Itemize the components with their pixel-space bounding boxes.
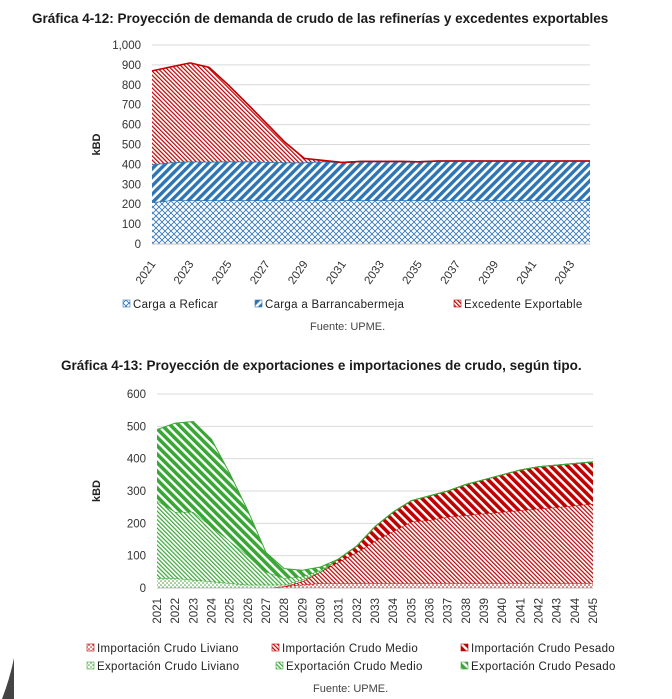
legend-swatch xyxy=(86,643,95,652)
legend-swatch xyxy=(460,643,469,652)
y-tick-label: 700 xyxy=(122,100,141,112)
x-tick-label: 2025 xyxy=(225,598,237,624)
x-tick-label: 2039 xyxy=(477,259,502,287)
x-tick-label: 2024 xyxy=(207,597,219,623)
x-tick-label: 2038 xyxy=(461,598,473,624)
y-tick-label: 300 xyxy=(122,179,141,191)
y-tick-label: 200 xyxy=(122,199,141,211)
chart1-svg: 0 100 200 300 400 500 600 700 800 900 1,000 2021 202… xyxy=(91,40,590,311)
area-series-5 xyxy=(157,461,593,585)
area-series-3 xyxy=(157,461,593,588)
y-axis-label: kBD xyxy=(91,480,103,502)
legend-swatch xyxy=(122,299,131,308)
legend-swatch xyxy=(271,643,280,652)
y-tick-label: 0 xyxy=(135,239,141,251)
area-series-2 xyxy=(157,503,593,588)
x-tick-label: 2031 xyxy=(334,598,346,624)
x-tick-label: 2034 xyxy=(388,597,400,623)
legend-swatch xyxy=(275,661,284,670)
x-tick-label: 2040 xyxy=(497,598,509,624)
y-tick-label: 500 xyxy=(127,421,146,433)
y-tick-label: 600 xyxy=(122,120,141,132)
y-tick-label: 500 xyxy=(122,140,141,152)
legend-swatch xyxy=(453,299,462,308)
legend-label: Carga a Barrancabermeja xyxy=(265,299,405,311)
chart2-svg: 0 100 200 300 400 500 600 2021 2022 2023 2024 2025 2… xyxy=(86,389,616,673)
legend-label: Excedente Exportable xyxy=(464,299,583,311)
x-tick-label: 2033 xyxy=(370,598,382,624)
legend-label: Importación Crudo Medio xyxy=(282,643,418,655)
legend-label: Exportación Crudo Liviano xyxy=(97,661,239,673)
area-edge-series-3 xyxy=(151,62,590,164)
x-tick-label: 2023 xyxy=(172,259,197,287)
legend-label: Importación Crudo Pesado xyxy=(471,643,615,655)
y-tick-label: 0 xyxy=(140,583,146,595)
chart1-source: Fuente: UPME. xyxy=(310,321,386,333)
x-tick-label: 2044 xyxy=(570,597,582,623)
y-tick-label: 600 xyxy=(127,389,146,401)
x-tick-label: 2022 xyxy=(170,598,182,624)
y-tick-label: 200 xyxy=(127,518,146,530)
area-edge-series-6 xyxy=(156,420,594,571)
y-tick-label: 300 xyxy=(127,486,146,498)
x-tick-label: 2035 xyxy=(406,598,418,624)
x-tick-label: 2043 xyxy=(552,598,564,624)
legend-swatch xyxy=(86,661,95,670)
chart2-source: Fuente: UPME. xyxy=(313,683,389,695)
y-tick-label: 1,000 xyxy=(112,40,141,52)
x-tick-label: 2026 xyxy=(243,598,255,624)
x-tick-label: 2028 xyxy=(279,598,291,624)
x-tick-label: 2027 xyxy=(261,598,273,624)
x-tick-label: 2029 xyxy=(297,598,309,624)
area-series-3 xyxy=(152,62,590,165)
y-tick-label: 400 xyxy=(127,454,146,466)
area-series-6 xyxy=(157,421,593,579)
x-tick-label: 2021 xyxy=(134,259,159,287)
x-tick-label: 2035 xyxy=(401,259,426,287)
legend-swatch xyxy=(254,299,263,308)
x-tick-label: 2045 xyxy=(588,598,600,624)
x-tick-label: 2031 xyxy=(324,259,349,287)
legend-label: Exportación Crudo Medio xyxy=(286,661,423,673)
x-tick-label: 2032 xyxy=(352,598,364,624)
x-tick-label: 2043 xyxy=(553,259,578,287)
legend-label: Carga a Reficar xyxy=(133,299,218,311)
x-tick-label: 2030 xyxy=(316,598,328,624)
chart1-title: Gráfica 4-12: Proyección de demanda de c… xyxy=(32,11,609,26)
x-tick-label: 2033 xyxy=(362,259,387,287)
y-tick-label: 100 xyxy=(127,551,146,563)
legend-swatch xyxy=(460,661,469,670)
y-tick-label: 800 xyxy=(122,80,141,92)
x-tick-label: 2042 xyxy=(534,598,546,624)
x-tick-label: 2037 xyxy=(439,259,464,287)
x-tick-label: 2029 xyxy=(286,259,311,287)
corner-decoration xyxy=(2,658,14,699)
y-tick-label: 900 xyxy=(122,60,141,72)
x-tick-label: 2021 xyxy=(152,598,164,624)
legend-label: Importación Crudo Liviano xyxy=(97,643,239,655)
x-tick-label: 2041 xyxy=(515,598,527,624)
legend-label: Exportación Crudo Pesado xyxy=(471,661,616,673)
y-tick-label: 400 xyxy=(122,159,141,171)
x-tick-label: 2025 xyxy=(210,259,235,287)
x-tick-label: 2023 xyxy=(188,598,200,624)
x-tick-label: 2036 xyxy=(425,598,437,624)
area-series-1 xyxy=(157,583,593,588)
x-tick-label: 2039 xyxy=(479,598,491,624)
y-tick-label: 100 xyxy=(122,219,141,231)
x-tick-label: 2027 xyxy=(248,259,273,287)
area-series-2 xyxy=(152,161,590,203)
chart2-title: Gráfica 4-13: Proyección de exportacione… xyxy=(61,358,582,373)
y-axis-label: kBD xyxy=(91,133,103,155)
area-series-1 xyxy=(152,200,590,244)
x-tick-label: 2037 xyxy=(443,598,455,624)
x-tick-label: 2041 xyxy=(515,259,540,287)
